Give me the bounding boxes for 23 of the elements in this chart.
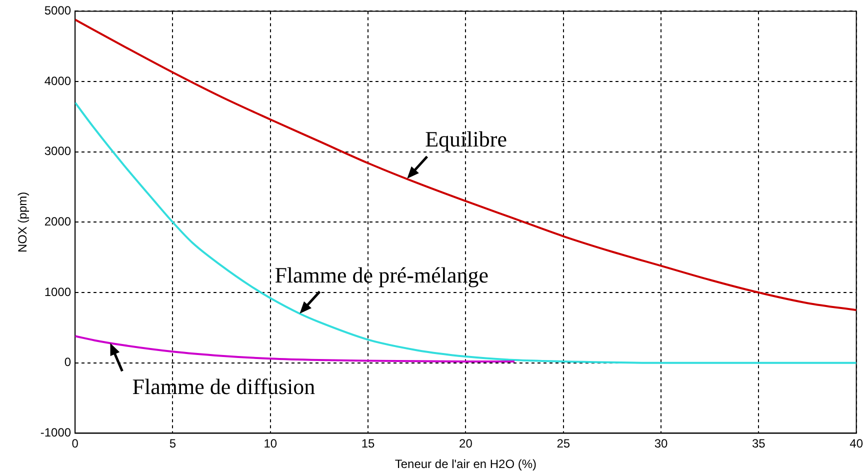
y-tick-label: 3000	[44, 144, 72, 158]
x-tick-label: 30	[654, 436, 668, 451]
x-tick-label: 20	[459, 436, 473, 451]
line-series	[75, 335, 516, 362]
x-tick-label: 10	[264, 436, 278, 451]
y-tick-label: 4000	[44, 74, 72, 88]
x-tick-label: 35	[752, 436, 766, 451]
annotation: Flamme de pré-mélange	[274, 262, 489, 288]
y-tick-label: 0	[64, 355, 72, 370]
x-axis-title: Teneur de l'air en H2O (%)	[394, 457, 537, 472]
x-tick-label: 40	[850, 436, 864, 451]
y-tick-label: 2000	[44, 214, 72, 229]
y-tick-label: 1000	[44, 284, 72, 299]
x-tick-label: 5	[169, 436, 176, 451]
y-axis-title: NOX (ppm)	[16, 192, 30, 253]
line-series	[75, 102, 856, 364]
line-series	[75, 18, 856, 312]
annotation: Flamme de diffusion	[132, 374, 316, 399]
y-tick-label: 5000	[44, 4, 72, 18]
x-tick-label: 25	[556, 436, 570, 451]
y-tick-label: -1000	[40, 426, 72, 440]
x-tick-label: 15	[361, 436, 376, 451]
annotation: Equilibre	[425, 126, 507, 152]
